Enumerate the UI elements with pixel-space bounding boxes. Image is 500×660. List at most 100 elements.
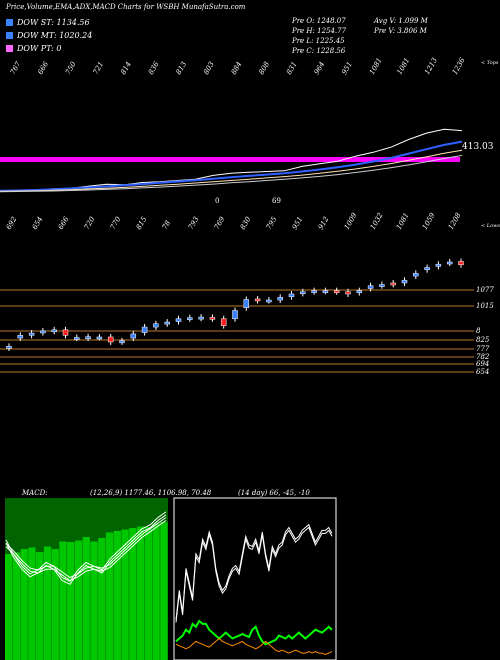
candle-body — [232, 310, 238, 320]
tick-label: 1081 — [368, 57, 384, 76]
candle-body — [311, 290, 317, 293]
tick-label: 654 — [31, 215, 45, 231]
legend-dow-mt: DOW MT: 1020.24 — [6, 31, 92, 40]
candle-body — [379, 284, 385, 287]
candle-body — [367, 285, 374, 289]
tick-label: 1081 — [395, 212, 411, 231]
bottom-tick-label: 0 — [215, 197, 219, 205]
candle-body — [435, 263, 442, 267]
tick-label: 803 — [202, 60, 216, 76]
tick-label: 815 — [135, 215, 149, 231]
tick-label: 720 — [83, 215, 97, 231]
candle-body — [28, 332, 35, 336]
macd-histogram-bar — [82, 537, 90, 660]
macd-histogram-bar — [160, 522, 168, 660]
tick-label: 767 — [9, 60, 23, 76]
tick-label: 1208 — [447, 211, 463, 231]
macd-histogram-bar — [152, 523, 160, 660]
tick-label: 951 — [340, 60, 354, 76]
candle-body — [413, 273, 419, 277]
tick-label: 814 — [119, 60, 133, 76]
candle-body — [300, 291, 306, 295]
candle-body — [288, 293, 295, 297]
stat-prev-volume: Pre V: 3.806 M — [374, 27, 427, 35]
macd-histogram-bar — [90, 541, 98, 660]
macd-histogram-bar — [43, 546, 52, 660]
candle-body — [85, 336, 91, 339]
tick-label: 795 — [265, 215, 279, 231]
stat-close: Pre C: 1228.56 — [292, 47, 346, 55]
macd-label: MACD: — [22, 489, 48, 497]
macd-line — [5, 511, 167, 582]
price-level-label: 825 — [476, 336, 490, 344]
tick-label: 666 — [36, 60, 50, 76]
candle-body — [107, 336, 114, 343]
candle-body — [266, 299, 272, 303]
candle-body — [198, 316, 204, 320]
tick-label: 951 — [291, 215, 305, 231]
tick-label: 813 — [175, 60, 189, 76]
macd-line-offset — [5, 520, 167, 582]
tick-label: 1236 — [451, 56, 467, 76]
candle-body — [254, 298, 261, 302]
macd-histogram-bar — [144, 527, 152, 660]
tick-label: 770 — [109, 215, 123, 231]
stat-avg-volume: Avg V: 1.099 M — [374, 17, 428, 25]
candle-body — [243, 299, 250, 309]
candle-body — [62, 329, 69, 336]
tick-label: 721 — [92, 60, 106, 76]
lows-label: < Lows — [481, 223, 500, 229]
macd-histogram-bar — [59, 541, 67, 660]
candle-body — [51, 329, 57, 333]
candle-body — [356, 290, 363, 293]
legend-swatch — [6, 19, 13, 26]
ema-series-line — [0, 140, 463, 192]
macd-histogram-bar — [98, 538, 106, 660]
price-level-label: 8 — [476, 327, 481, 335]
tick-label: 1059 — [421, 211, 437, 231]
stat-low: Pre L: 1225.45 — [292, 37, 345, 45]
candle-body — [401, 279, 408, 284]
price-level-label: 777 — [476, 345, 490, 353]
price-level-label: 654 — [476, 368, 489, 376]
legend-label-dow-pt: DOW PT: 0 — [17, 44, 62, 53]
price-candle-panel: 692 654 666 720 770 815 78 793 769 830 795 951 912 10… — [0, 211, 494, 376]
candle-body — [209, 317, 216, 320]
adx-frame — [173, 497, 337, 660]
price-level-label: 782 — [476, 353, 490, 361]
macd-histogram-bar — [129, 528, 137, 660]
price-level-label: 1015 — [476, 302, 494, 310]
stat-high: Pre H: 1254.77 — [292, 27, 347, 35]
tick-label: 808 — [257, 60, 271, 76]
tick-label: 750 — [64, 60, 78, 76]
macd-histogram-bar — [20, 549, 28, 660]
macd-params: (12,26,9) 1177.46, 1106.98, 70.48 — [90, 489, 212, 497]
adx-line — [175, 523, 333, 620]
tick-label: 1213 — [423, 56, 439, 76]
tick-label: 831 — [285, 60, 299, 76]
macd-histogram-bar — [113, 531, 121, 660]
legend-label-dow-st: DOW ST: 1134.56 — [17, 18, 90, 27]
candle-body — [153, 323, 159, 328]
candle-body — [175, 318, 182, 322]
legend-dow-pt: DOW PT: 0 — [6, 44, 62, 53]
tick-label: 830 — [239, 215, 253, 231]
candle-body — [96, 336, 103, 340]
candle-body — [446, 261, 453, 265]
candle-body — [164, 321, 170, 325]
adx-line — [175, 619, 333, 646]
macd-histogram-bar — [105, 532, 114, 660]
candle-body — [119, 340, 125, 344]
candle-body — [187, 317, 193, 320]
adx-line-offset — [175, 526, 333, 623]
candle-body — [322, 290, 329, 293]
legend-swatch — [6, 32, 13, 39]
ema-series-line — [0, 154, 463, 193]
stat-open: Pre O: 1248.07 — [292, 17, 346, 25]
tick-label: 836 — [147, 60, 161, 76]
macd-histogram-bar — [51, 549, 59, 660]
candle-body — [220, 318, 227, 326]
macd-line-offset — [5, 514, 167, 585]
candle-body — [40, 330, 46, 334]
